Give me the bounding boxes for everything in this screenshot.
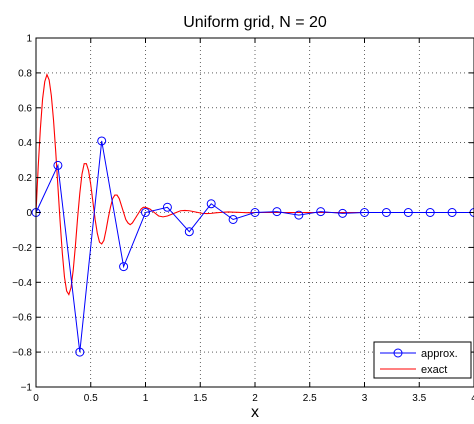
- approx-point: [272, 207, 282, 217]
- x-tick-label: 0.5: [84, 393, 98, 404]
- x-tick-label: 3.5: [412, 393, 426, 404]
- approx-point: [360, 208, 369, 217]
- x-tick-label: 1: [143, 393, 149, 404]
- approx-point: [162, 202, 172, 212]
- approx-point: [97, 136, 107, 146]
- approx-point: [338, 208, 348, 218]
- approx-point: [141, 208, 150, 217]
- ticks: 0 0.5 1 1.5 2 2.5 3 3.5 4 −1 −0.8 −0.6 −0.4 −0.2 0 0.2 0…: [12, 34, 474, 404]
- x-tick-label: 4: [471, 393, 474, 404]
- approx-point: [119, 262, 129, 272]
- legend: approx. exact: [373, 341, 472, 379]
- approx-point: [250, 208, 260, 217]
- legend-box: [373, 341, 472, 379]
- approx-point: [294, 210, 304, 220]
- y-tick-label: 0.2: [18, 173, 32, 184]
- approx-point: [447, 208, 457, 217]
- approx-point: [206, 199, 216, 209]
- legend-approx-label: approx.: [421, 348, 458, 360]
- y-tick-label: −0.8: [12, 348, 32, 359]
- x-tick-label: 2.5: [303, 393, 317, 404]
- y-tick-label: 1: [26, 34, 32, 45]
- x-tick-label: 2: [252, 393, 258, 404]
- x-tick-label: 0: [33, 393, 39, 404]
- y-tick-label: 0.4: [18, 138, 32, 149]
- y-tick-label: 0: [26, 208, 32, 219]
- y-tick-label: −0.4: [12, 278, 32, 289]
- series-layer: [31, 73, 474, 357]
- legend-approx-marker: [393, 348, 403, 358]
- series-approx-line: [35, 140, 474, 353]
- approx-point: [53, 160, 63, 170]
- x-tick-label: 1.5: [193, 393, 207, 404]
- y-tick-label: 0.8: [18, 68, 32, 79]
- approx-point: [425, 208, 435, 217]
- legend-exact-label: exact: [421, 364, 447, 376]
- y-tick-label: −1: [21, 383, 33, 394]
- approx-point: [316, 207, 326, 217]
- approx-point: [228, 214, 238, 224]
- approx-point: [184, 227, 194, 237]
- y-tick-label: −0.6: [12, 313, 32, 324]
- approx-point: [403, 208, 413, 217]
- y-tick-label: −0.2: [12, 243, 32, 254]
- approx-point: [75, 347, 85, 357]
- chart-title: Uniform grid, N = 20: [183, 14, 327, 31]
- x-tick-label: 3: [362, 393, 368, 404]
- approx-point: [381, 208, 391, 217]
- y-tick-label: 0.6: [18, 103, 32, 114]
- x-axis-label: x: [251, 404, 259, 421]
